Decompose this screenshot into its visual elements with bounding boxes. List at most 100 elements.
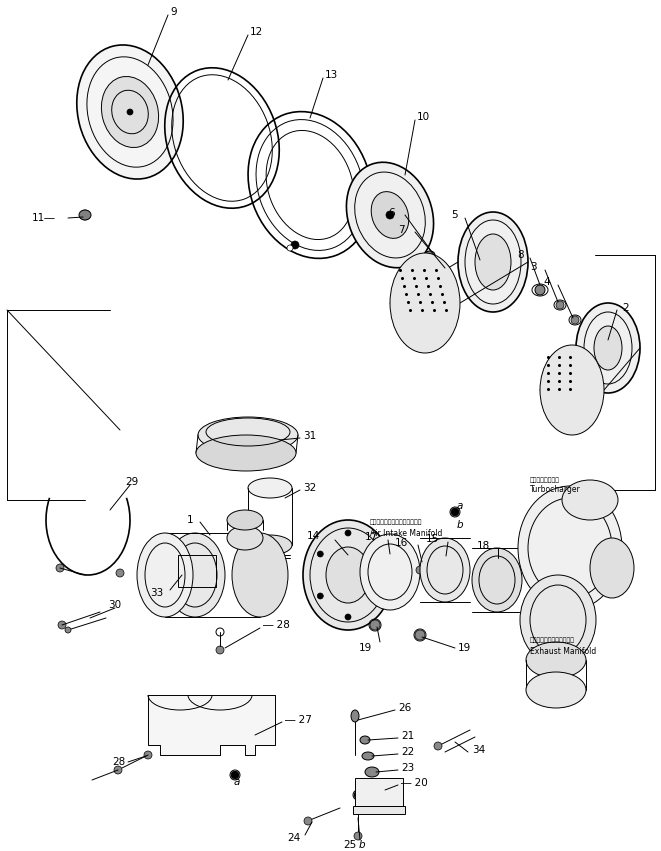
- Text: 31: 31: [303, 431, 316, 441]
- Text: 22: 22: [401, 747, 414, 757]
- Text: 28: 28: [112, 757, 125, 767]
- Ellipse shape: [440, 265, 450, 275]
- Text: Exhaust Manifold: Exhaust Manifold: [530, 647, 596, 655]
- Ellipse shape: [354, 832, 362, 840]
- Polygon shape: [148, 695, 275, 755]
- Text: 23: 23: [401, 763, 414, 773]
- Ellipse shape: [420, 538, 470, 602]
- Text: Air Intake Manifold: Air Intake Manifold: [370, 528, 442, 538]
- Ellipse shape: [540, 345, 604, 435]
- Ellipse shape: [526, 672, 586, 708]
- Ellipse shape: [231, 771, 239, 779]
- Text: ― 20: ― 20: [401, 778, 428, 788]
- Text: 21: 21: [401, 731, 414, 741]
- Bar: [355, 778, 403, 806]
- Ellipse shape: [594, 326, 622, 370]
- Ellipse shape: [415, 630, 425, 640]
- Ellipse shape: [304, 817, 312, 825]
- Text: 5: 5: [451, 210, 458, 220]
- Ellipse shape: [248, 535, 292, 555]
- Text: ― 27: ― 27: [285, 715, 312, 725]
- Ellipse shape: [227, 526, 263, 550]
- Ellipse shape: [360, 534, 420, 610]
- Ellipse shape: [351, 710, 359, 722]
- Text: b: b: [457, 520, 463, 530]
- Text: 15: 15: [426, 534, 439, 544]
- Text: 24: 24: [287, 833, 300, 843]
- Ellipse shape: [472, 548, 522, 612]
- Ellipse shape: [425, 251, 435, 259]
- Text: 32: 32: [303, 483, 316, 493]
- Text: a: a: [234, 777, 240, 787]
- Ellipse shape: [562, 480, 618, 520]
- Ellipse shape: [345, 530, 351, 536]
- Ellipse shape: [165, 533, 225, 617]
- Text: 10: 10: [417, 112, 430, 122]
- Ellipse shape: [518, 486, 622, 610]
- Text: 34: 34: [472, 745, 485, 755]
- Text: 11―: 11―: [31, 213, 55, 223]
- Ellipse shape: [475, 234, 511, 290]
- Ellipse shape: [216, 646, 224, 654]
- Text: a: a: [457, 501, 463, 511]
- Ellipse shape: [287, 245, 293, 251]
- Ellipse shape: [371, 191, 408, 238]
- Ellipse shape: [451, 508, 459, 516]
- Ellipse shape: [373, 593, 379, 599]
- Text: エアーインテークマニホールド: エアーインテークマニホールド: [370, 519, 422, 525]
- Ellipse shape: [144, 751, 152, 759]
- Text: 12: 12: [250, 27, 263, 37]
- Text: ― 28: ― 28: [263, 620, 290, 630]
- Ellipse shape: [354, 791, 362, 799]
- Ellipse shape: [386, 211, 394, 219]
- Text: 4: 4: [543, 277, 550, 287]
- Text: 17: 17: [365, 532, 378, 542]
- Ellipse shape: [116, 569, 124, 577]
- Ellipse shape: [571, 316, 579, 324]
- Ellipse shape: [360, 736, 370, 744]
- Text: 6: 6: [389, 208, 395, 218]
- Ellipse shape: [56, 564, 64, 572]
- Text: 13: 13: [325, 70, 338, 80]
- Ellipse shape: [556, 301, 564, 309]
- Text: 16: 16: [395, 538, 408, 548]
- Ellipse shape: [79, 210, 91, 220]
- Ellipse shape: [114, 766, 122, 774]
- Ellipse shape: [370, 620, 380, 630]
- Text: 18: 18: [477, 541, 490, 551]
- Ellipse shape: [346, 163, 434, 268]
- Ellipse shape: [345, 614, 351, 620]
- Text: 30: 30: [108, 600, 121, 610]
- Text: 9: 9: [170, 7, 176, 17]
- Ellipse shape: [137, 533, 193, 617]
- Text: 33: 33: [150, 588, 163, 598]
- Bar: [178, 555, 216, 587]
- Text: 1: 1: [186, 515, 193, 525]
- Ellipse shape: [196, 435, 296, 471]
- Ellipse shape: [232, 533, 288, 617]
- Ellipse shape: [441, 266, 449, 274]
- Ellipse shape: [291, 241, 299, 249]
- Ellipse shape: [390, 253, 460, 353]
- Ellipse shape: [426, 251, 434, 259]
- Bar: [353, 806, 405, 814]
- Text: 26: 26: [398, 703, 411, 713]
- Ellipse shape: [198, 417, 298, 453]
- Ellipse shape: [127, 109, 133, 115]
- Ellipse shape: [434, 742, 442, 750]
- Ellipse shape: [535, 285, 545, 295]
- Text: 3: 3: [530, 262, 537, 272]
- Ellipse shape: [526, 642, 586, 678]
- Ellipse shape: [248, 478, 292, 498]
- Ellipse shape: [365, 767, 379, 777]
- Ellipse shape: [520, 575, 596, 665]
- Ellipse shape: [590, 538, 634, 598]
- Ellipse shape: [317, 551, 323, 557]
- Ellipse shape: [227, 510, 263, 530]
- Text: 7: 7: [399, 225, 405, 235]
- Ellipse shape: [80, 210, 90, 220]
- Text: 2: 2: [622, 303, 629, 313]
- Ellipse shape: [326, 547, 370, 603]
- Ellipse shape: [58, 621, 66, 629]
- Text: エキゾーストマニホールド: エキゾーストマニホールド: [530, 637, 575, 643]
